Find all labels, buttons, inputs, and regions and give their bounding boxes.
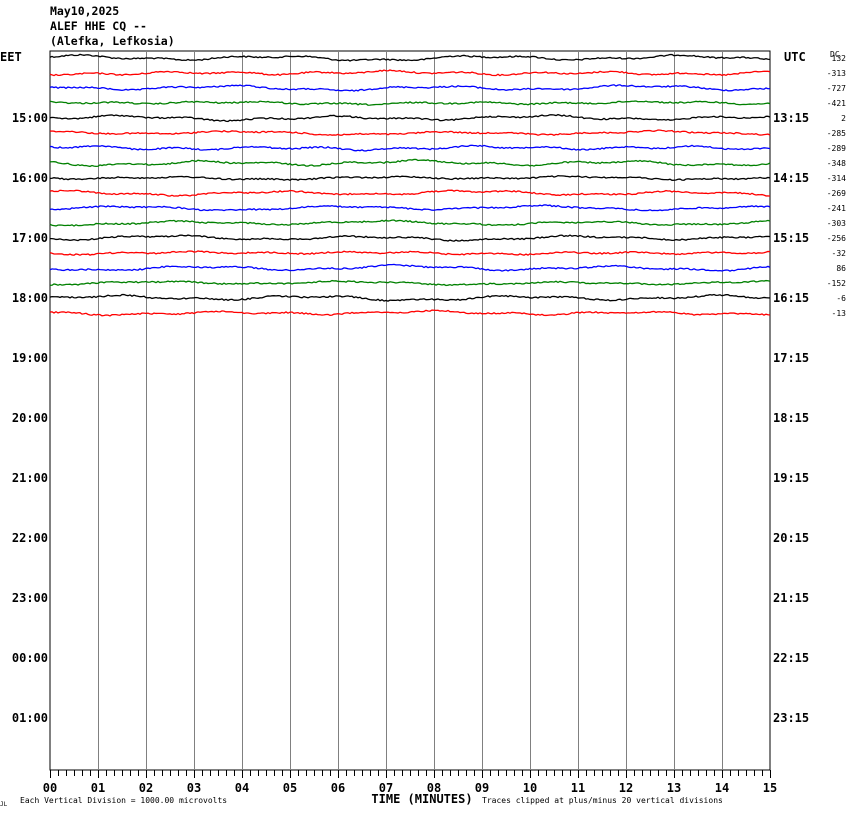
dc-offset-label: -241 bbox=[827, 204, 846, 213]
dc-offset-label: -32 bbox=[832, 249, 847, 258]
right-hour-label: 21:15 bbox=[773, 591, 809, 605]
dc-header-label: DC bbox=[830, 50, 840, 59]
dc-offset-label: -6 bbox=[836, 294, 846, 303]
left-hour-label: 20:00 bbox=[12, 411, 48, 425]
dc-offset-label: -303 bbox=[827, 219, 846, 228]
trace-16 bbox=[49, 279, 771, 287]
trace-5 bbox=[49, 113, 771, 123]
left-hour-label: 17:00 bbox=[12, 231, 48, 245]
dc-offset-label: -13 bbox=[832, 309, 847, 318]
x-tick-label: 11 bbox=[571, 781, 585, 795]
x-tick-label: 00 bbox=[43, 781, 57, 795]
right-hour-label: 16:15 bbox=[773, 291, 809, 305]
x-tick-label: 03 bbox=[187, 781, 201, 795]
dc-offset-label: 132 bbox=[832, 54, 847, 63]
grid-lines bbox=[49, 50, 771, 778]
x-tick-label: 04 bbox=[235, 781, 249, 795]
trace-group bbox=[49, 53, 771, 317]
left-hour-label: 16:00 bbox=[12, 171, 48, 185]
trace-3 bbox=[49, 84, 771, 92]
utc-label: UTC bbox=[784, 50, 806, 64]
dc-offset-label: -313 bbox=[827, 69, 846, 78]
x-tick-label: 10 bbox=[523, 781, 537, 795]
plot-frame bbox=[49, 50, 771, 771]
dc-offset-label: -285 bbox=[827, 129, 846, 138]
left-hour-label: 19:00 bbox=[12, 351, 48, 365]
x-tick-label: 01 bbox=[91, 781, 105, 795]
x-tick-label: 05 bbox=[283, 781, 297, 795]
trace-10 bbox=[49, 189, 771, 197]
right-hour-label: 20:15 bbox=[773, 531, 809, 545]
date-title: May10,2025 bbox=[50, 4, 120, 18]
trace-12 bbox=[49, 219, 771, 227]
dc-offset-label: -289 bbox=[827, 144, 846, 153]
footer-clip-note: Traces clipped at plus/minus 20 vertical… bbox=[482, 796, 723, 805]
dc-offset-label: -152 bbox=[827, 279, 846, 288]
x-tick-label: 08 bbox=[427, 781, 441, 795]
left-hour-label: 23:00 bbox=[12, 591, 48, 605]
trace-9 bbox=[49, 174, 771, 182]
right-hour-label: 14:15 bbox=[773, 171, 809, 185]
dc-offset-label: -256 bbox=[827, 234, 846, 243]
trace-7 bbox=[49, 144, 771, 152]
trace-6 bbox=[49, 129, 771, 136]
trace-8 bbox=[49, 158, 771, 168]
dc-offset-label: -727 bbox=[827, 84, 846, 93]
right-hour-label: 23:15 bbox=[773, 711, 809, 725]
trace-2 bbox=[49, 69, 771, 77]
right-hour-label: 18:15 bbox=[773, 411, 809, 425]
trace-18 bbox=[49, 309, 771, 317]
x-axis-title: TIME (MINUTES) bbox=[371, 792, 472, 806]
footer-corner-mark: JL bbox=[0, 801, 8, 808]
location-title: (Alefka, Lefkosia) bbox=[50, 34, 175, 48]
station-title: ALEF HHE CQ -- bbox=[50, 19, 147, 33]
left-hour-label: 01:00 bbox=[12, 711, 48, 725]
trace-1 bbox=[49, 53, 771, 62]
x-tick-label: 07 bbox=[379, 781, 393, 795]
x-tick-label: 09 bbox=[475, 781, 489, 795]
trace-4 bbox=[49, 100, 771, 106]
x-tick-label: 14 bbox=[715, 781, 729, 795]
dc-offset-label: -314 bbox=[827, 174, 846, 183]
right-hour-label: 22:15 bbox=[773, 651, 809, 665]
trace-11 bbox=[49, 204, 771, 212]
x-tick-label: 02 bbox=[139, 781, 153, 795]
left-hour-label: 18:00 bbox=[12, 291, 48, 305]
dc-offset-label: -269 bbox=[827, 189, 846, 198]
x-tick-label: 15 bbox=[763, 781, 777, 795]
left-hour-label: 22:00 bbox=[12, 531, 48, 545]
trace-14 bbox=[49, 250, 771, 256]
axis-labels: 132 -313 -727 -421 2 -285 -289 -348 -314 -269 -241… bbox=[0, 50, 846, 808]
footer-scale-note: Each Vertical Division = 1000.00 microvo… bbox=[20, 796, 227, 805]
eet-label: EET bbox=[0, 50, 22, 64]
dc-offset-label: 86 bbox=[836, 264, 846, 273]
dc-offset-label: 2 bbox=[841, 114, 846, 123]
left-hour-label: 15:00 bbox=[12, 111, 48, 125]
x-tick-label: 06 bbox=[331, 781, 345, 795]
right-hour-label: 17:15 bbox=[773, 351, 809, 365]
left-hour-label: 21:00 bbox=[12, 471, 48, 485]
trace-13 bbox=[49, 234, 771, 242]
x-tick-label: 12 bbox=[619, 781, 633, 795]
right-hour-label: 19:15 bbox=[773, 471, 809, 485]
trace-15 bbox=[49, 263, 771, 272]
x-tick-label: 13 bbox=[667, 781, 681, 795]
left-hour-label: 00:00 bbox=[12, 651, 48, 665]
right-hour-label: 15:15 bbox=[773, 231, 809, 245]
dc-offset-label: -348 bbox=[827, 159, 846, 168]
right-hour-label: 13:15 bbox=[773, 111, 809, 125]
trace-17 bbox=[49, 293, 771, 302]
dc-offset-label: -421 bbox=[827, 99, 846, 108]
